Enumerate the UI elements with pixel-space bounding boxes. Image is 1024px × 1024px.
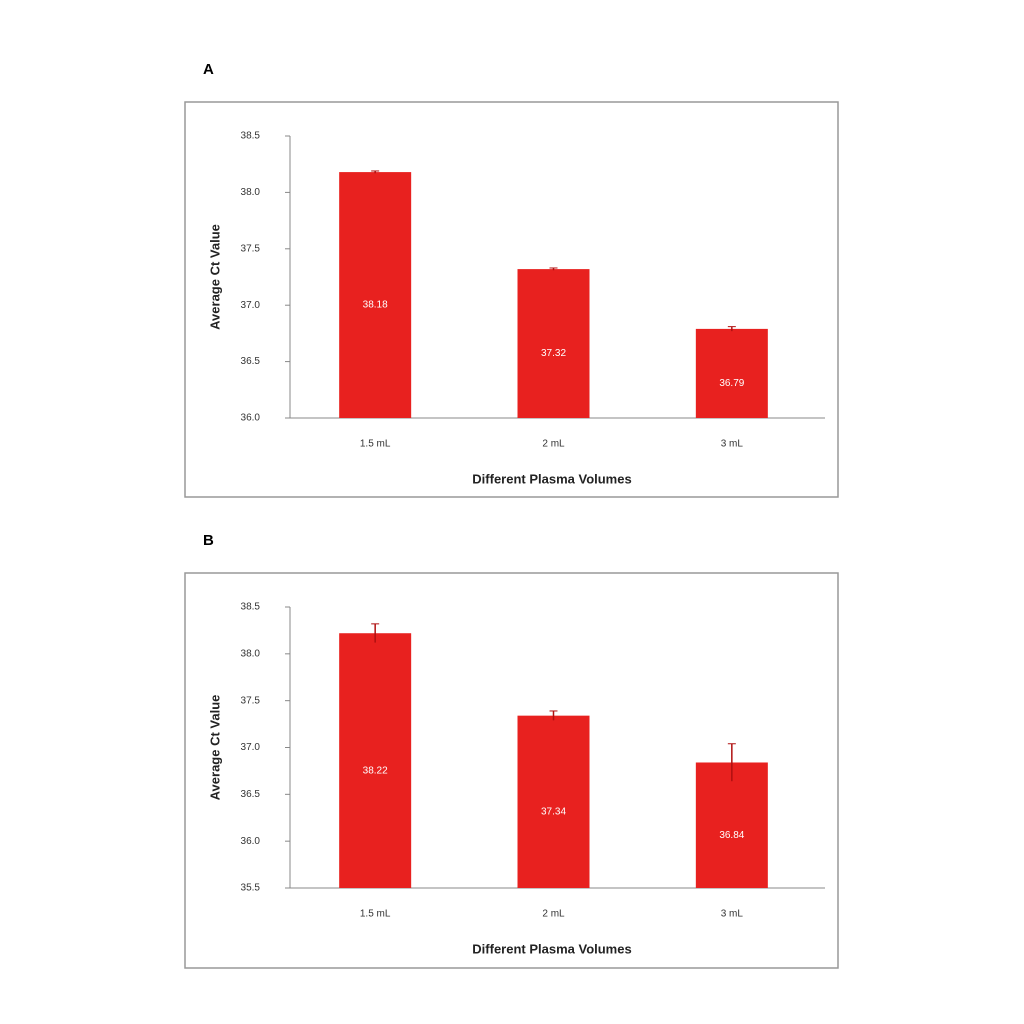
value-label: 36.84 — [719, 830, 744, 841]
bar — [517, 715, 590, 888]
y-tick-label: 36.5 — [241, 789, 261, 800]
x-tick-label: 1.5 mL — [360, 439, 391, 450]
y-tick-label: 38.5 — [241, 602, 261, 613]
y-axis-title: Average Ct Value — [207, 695, 222, 801]
y-tick-label: 38.5 — [241, 131, 261, 142]
x-tick-label: 3 mL — [721, 909, 744, 920]
x-tick-label: 2 mL — [542, 439, 565, 450]
y-tick-label: 36.5 — [241, 356, 261, 367]
x-tick-label: 2 mL — [542, 909, 565, 920]
bar — [339, 633, 412, 888]
value-label: 36.79 — [719, 378, 744, 389]
value-label: 38.22 — [363, 765, 388, 776]
y-axis-title: Average Ct Value — [207, 224, 222, 330]
value-label: 37.32 — [541, 348, 566, 359]
x-tick-label: 1.5 mL — [360, 909, 391, 920]
y-tick-label: 36.0 — [241, 413, 261, 424]
panel-label: A — [203, 61, 214, 78]
y-tick-label: 37.0 — [241, 742, 261, 753]
chart-frame — [184, 572, 839, 969]
y-tick-label: 36.0 — [241, 836, 261, 847]
value-label: 37.34 — [541, 806, 566, 817]
x-axis-title: Different Plasma Volumes — [472, 471, 631, 486]
bar — [517, 269, 590, 418]
x-tick-label: 3 mL — [721, 439, 744, 450]
y-tick-label: 37.5 — [241, 243, 261, 254]
y-tick-label: 37.0 — [241, 300, 261, 311]
panel-label: B — [203, 532, 214, 549]
bar — [339, 172, 412, 418]
chart-frame — [184, 101, 839, 498]
y-tick-label: 35.5 — [241, 883, 261, 894]
bar — [695, 762, 768, 888]
x-axis-title: Different Plasma Volumes — [472, 941, 631, 956]
value-label: 38.18 — [363, 300, 388, 311]
y-tick-label: 38.0 — [241, 648, 261, 659]
y-tick-label: 37.5 — [241, 695, 261, 706]
bar — [695, 328, 768, 418]
y-tick-label: 38.0 — [241, 187, 261, 198]
